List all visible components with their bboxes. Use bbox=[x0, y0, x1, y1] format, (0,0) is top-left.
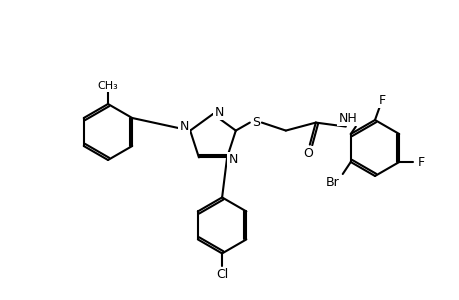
Text: S: S bbox=[251, 116, 259, 129]
Text: N: N bbox=[214, 106, 223, 118]
Text: N: N bbox=[179, 120, 189, 133]
Text: O: O bbox=[302, 147, 312, 160]
Text: N: N bbox=[228, 153, 237, 166]
Text: F: F bbox=[417, 155, 424, 169]
Text: F: F bbox=[378, 94, 385, 106]
Text: Br: Br bbox=[325, 176, 339, 188]
Text: NH: NH bbox=[338, 112, 357, 125]
Text: CH₃: CH₃ bbox=[97, 81, 118, 91]
Text: Cl: Cl bbox=[216, 268, 228, 281]
